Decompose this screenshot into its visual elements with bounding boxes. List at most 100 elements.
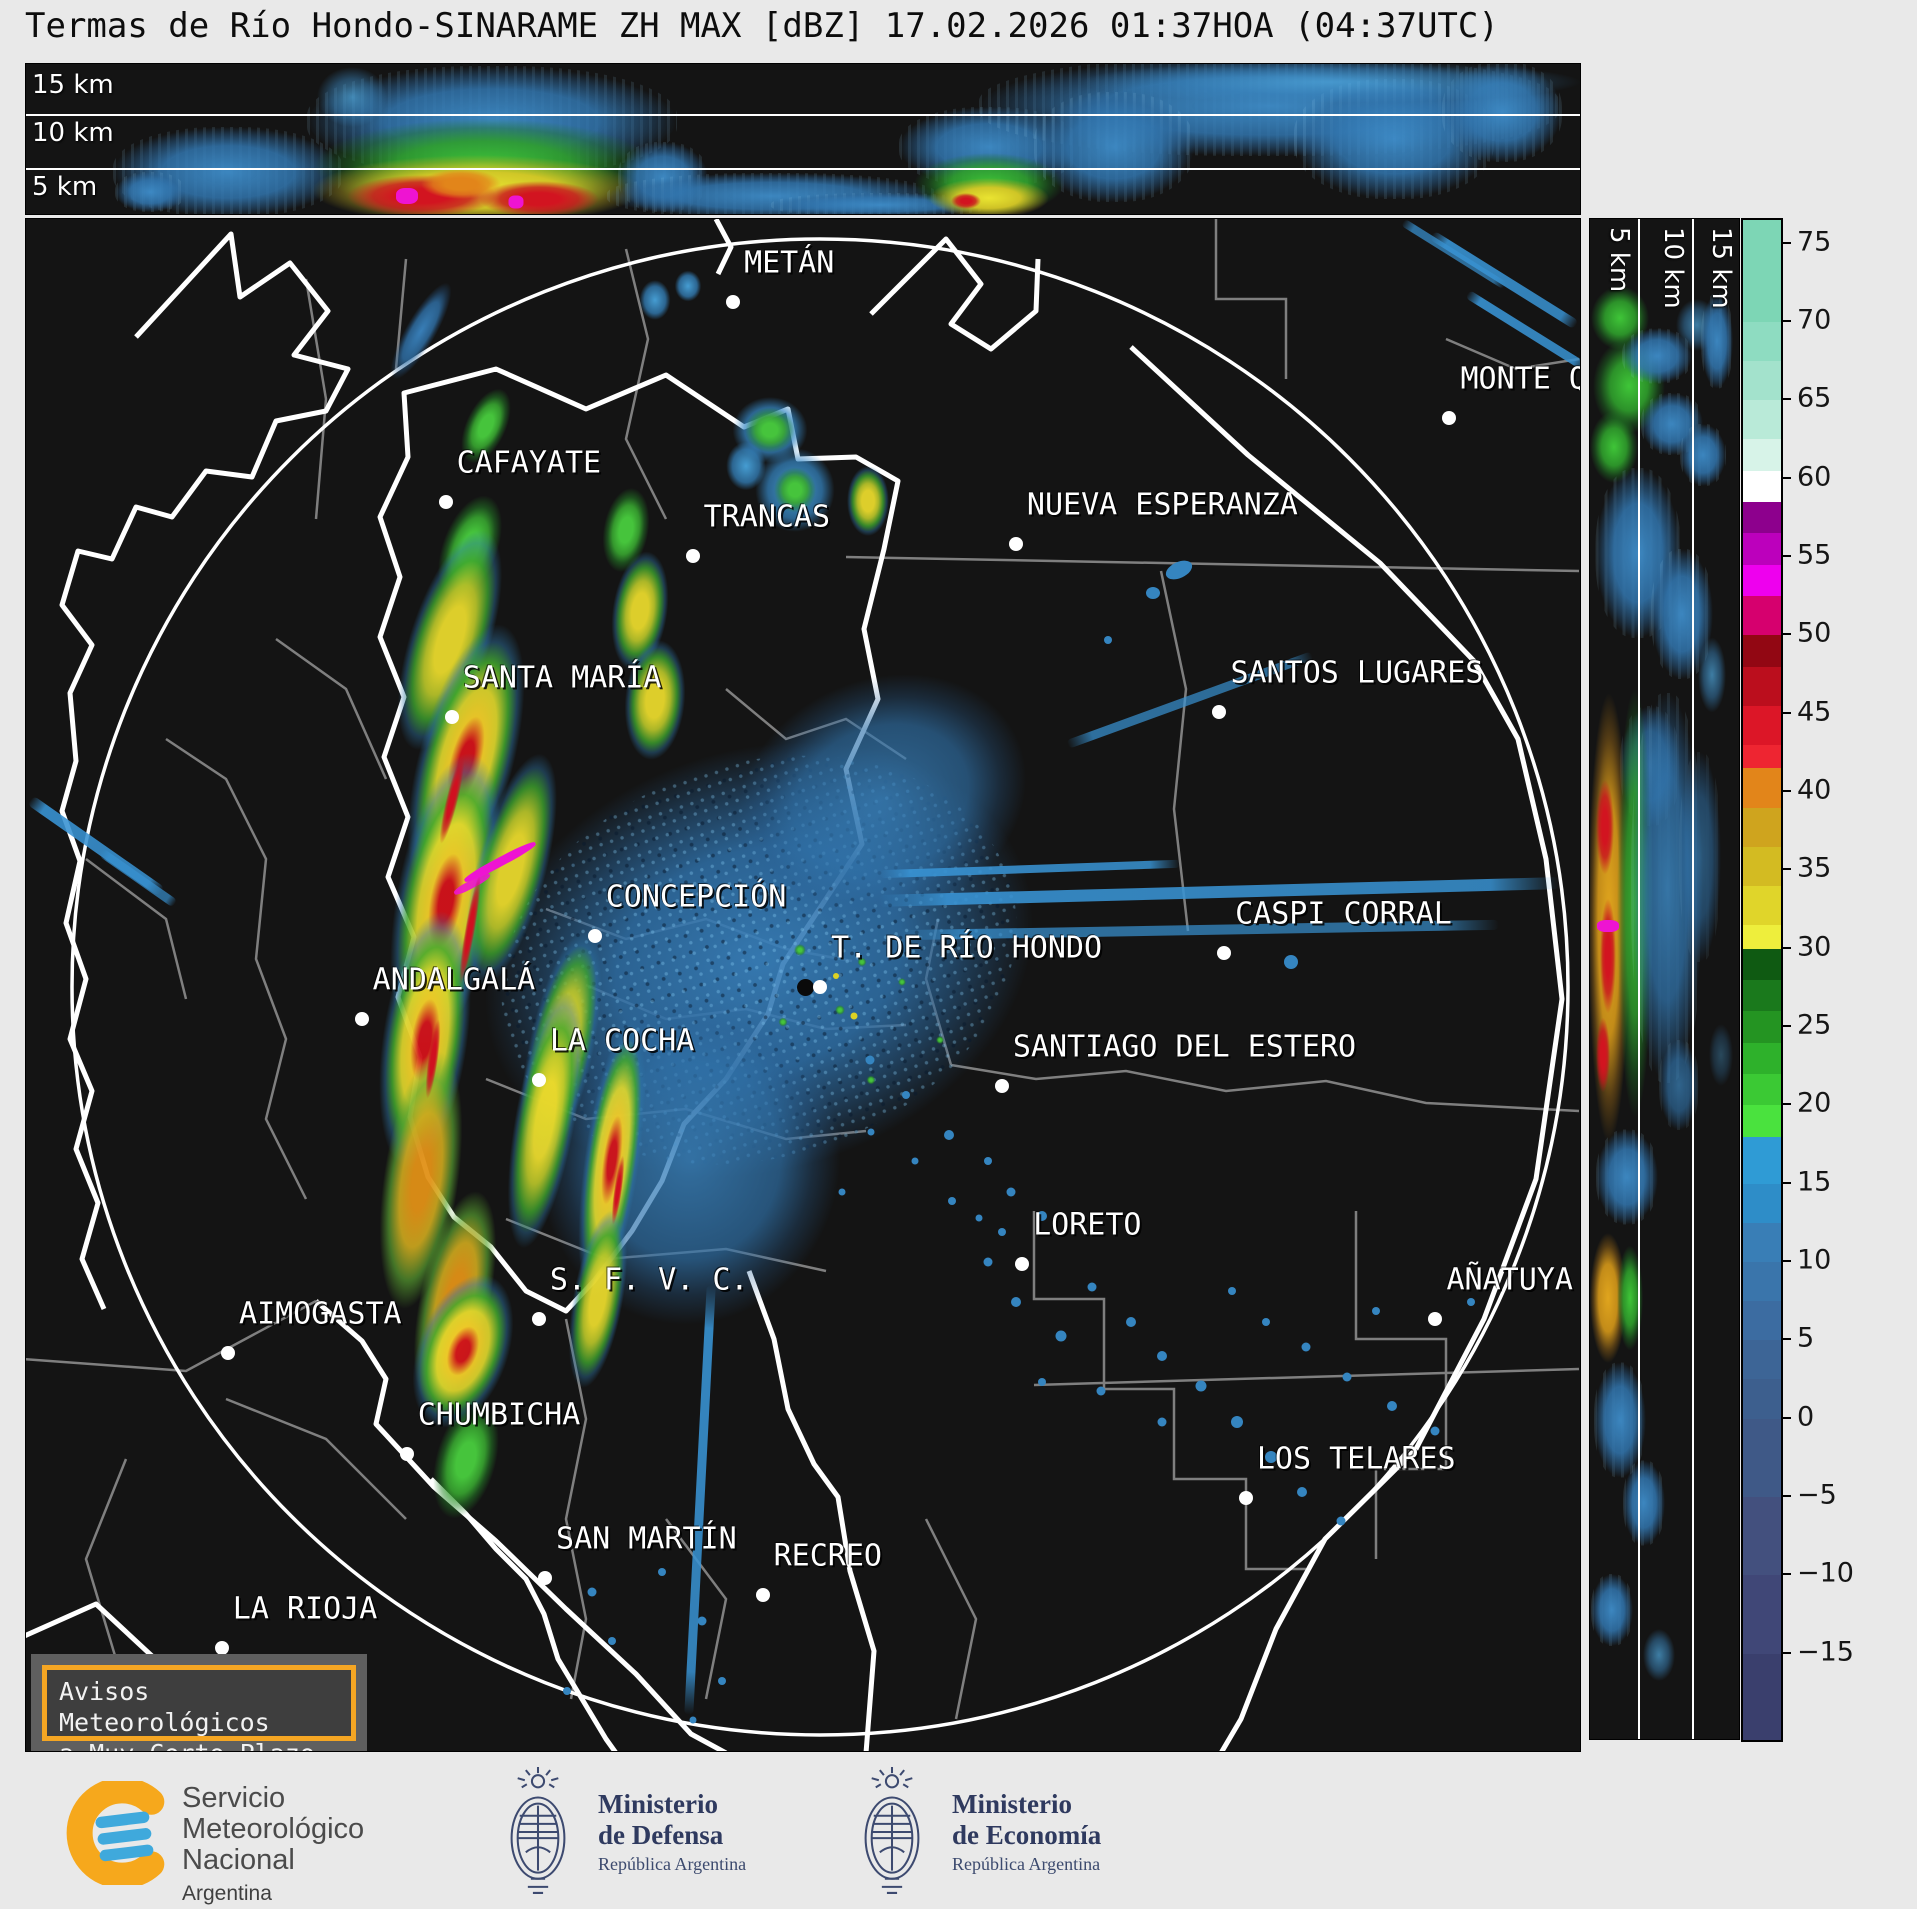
city-label: CAFAYATE (456, 445, 602, 481)
radar-echo-dot (1103, 636, 1112, 645)
colorbar-stop (1743, 1340, 1781, 1380)
footer-bar: Servicio Meteorológico Nacional Argentin… (0, 1757, 1917, 1909)
city-dot (444, 709, 459, 724)
colorbar-stop (1743, 1222, 1781, 1262)
city-label: T. DE RÍO HONDO (831, 930, 1103, 966)
city-dot (1212, 705, 1227, 720)
radar-echo (1591, 1573, 1634, 1646)
radar-echo-dot (1195, 1380, 1207, 1392)
city-dot (531, 1311, 546, 1326)
colorbar-tick-label: −10 (1797, 1557, 1854, 1589)
radar-echo (421, 169, 502, 199)
colorbar-tick-label: 40 (1797, 774, 1832, 806)
radar-echo-dot (1372, 1307, 1381, 1316)
city-label: LOS TELARES (1256, 1441, 1456, 1477)
defensa-subtitle: República Argentina (598, 1854, 747, 1874)
warning-badge: Avisos Meteorológicos a Muy Corto Plazo (31, 1654, 367, 1751)
colorbar-tick (1781, 1338, 1791, 1341)
colorbar-tick-label: 30 (1797, 931, 1832, 963)
city-label: METÁN (744, 245, 835, 281)
smn-logo-text: Servicio Meteorológico Nacional Argentin… (182, 1783, 364, 1909)
colorbar-tick (1781, 711, 1791, 714)
cross-section-top-panel: 15 km 10 km 5 km (25, 63, 1581, 215)
axis-label-15km: 15 km (32, 70, 114, 100)
radar-echo (723, 438, 768, 494)
radar-echo-dot (865, 1055, 875, 1065)
city-label: S. F. V. C. (549, 1262, 749, 1298)
height-line-10km (26, 114, 1580, 116)
colorbar-tick-label: 10 (1797, 1244, 1832, 1276)
radar-echo-dot (1037, 1211, 1048, 1222)
colorbar-stop (1743, 400, 1781, 440)
colorbar-tick (1781, 1573, 1791, 1576)
economia-title-2: de Economía (952, 1820, 1102, 1850)
colorbar-tick-label: 15 (1797, 1166, 1832, 1198)
colorbar-tick (1781, 476, 1791, 479)
city-dot (587, 928, 602, 943)
radar-echo (1081, 64, 1580, 103)
city-label: NUEVA ESPERANZA (1026, 487, 1298, 523)
colorbar-tick (1781, 1025, 1791, 1027)
radar-echo-dot (1157, 1417, 1167, 1427)
radar-echo-dot (1087, 1282, 1097, 1292)
city-label: LA COCHA (549, 1023, 695, 1059)
city-dot (1238, 1491, 1253, 1506)
colorbar-stop (1743, 744, 1781, 769)
axis-label-10km: 10 km (32, 118, 114, 148)
colorbar-tick (1781, 241, 1791, 244)
radar-echo (508, 195, 523, 209)
colorbar-stop (1743, 1136, 1781, 1184)
colorbar-stop (1743, 533, 1781, 565)
economia-title-1: Ministerio (952, 1789, 1072, 1819)
radar-echo-dot (1230, 1415, 1243, 1428)
city-label: AÑATUYA (1446, 1262, 1573, 1298)
smn-line-1: Servicio (182, 1782, 286, 1814)
radar-echo (774, 467, 817, 513)
colorbar-tick-label: 5 (1797, 1322, 1815, 1354)
radar-echo (951, 192, 982, 209)
city-dot (1008, 536, 1023, 551)
city-label: CASPI CORRAL (1235, 896, 1452, 932)
colorbar-tick (1781, 946, 1791, 949)
colorbar-stop (1743, 220, 1781, 322)
colorbar-tick-label: 35 (1797, 852, 1832, 884)
radar-echo (1595, 779, 1614, 875)
city-label: ANDALGALÁ (372, 962, 536, 998)
city-label: LORETO (1033, 1207, 1142, 1243)
radar-echo (1033, 91, 1194, 202)
radar-echo (673, 268, 703, 304)
radar-echo (1680, 423, 1727, 486)
radar-echo (1622, 1460, 1665, 1546)
radar-echo-dot (697, 1616, 707, 1626)
colorbar-tick (1781, 1103, 1791, 1106)
radar-echo-dot (657, 1567, 666, 1576)
colorbar-stop (1743, 1496, 1781, 1576)
colorbar-tick-label: 55 (1797, 539, 1832, 571)
colorbar-tick-label: 45 (1797, 696, 1832, 728)
colorbar-stop (1743, 596, 1781, 636)
city-dot (538, 1570, 553, 1585)
colorbar-stop (1743, 361, 1781, 401)
colorbar-stop (1743, 439, 1781, 471)
coat-of-arms-icon (864, 1767, 920, 1894)
colorbar-tick-label: 60 (1797, 461, 1832, 493)
radar-echo-dot (1055, 1330, 1067, 1342)
city-dot (726, 294, 741, 309)
city-label: TRANCAS (703, 499, 831, 535)
city-dot (1428, 1311, 1443, 1326)
city-label: CONCEPCIÓN (605, 879, 787, 915)
radar-echo (1599, 898, 1616, 1014)
colorbar-stop (1743, 979, 1781, 1012)
colorbar-stop (1743, 1042, 1781, 1074)
smn-line-4: Argentina (182, 1882, 272, 1905)
colorbar-tick (1781, 789, 1791, 792)
radar-echo-dot (948, 1197, 957, 1205)
colorbar-stop (1743, 1011, 1781, 1043)
height-line-5km-v (1638, 219, 1640, 1739)
city-dot (399, 1446, 414, 1461)
radar-echo-dot (1301, 1342, 1311, 1352)
city-dot (214, 1641, 229, 1656)
cross-section-right-panel: 5 km 10 km 15 km (1589, 218, 1740, 1740)
radar-echo-dot (911, 1157, 919, 1165)
